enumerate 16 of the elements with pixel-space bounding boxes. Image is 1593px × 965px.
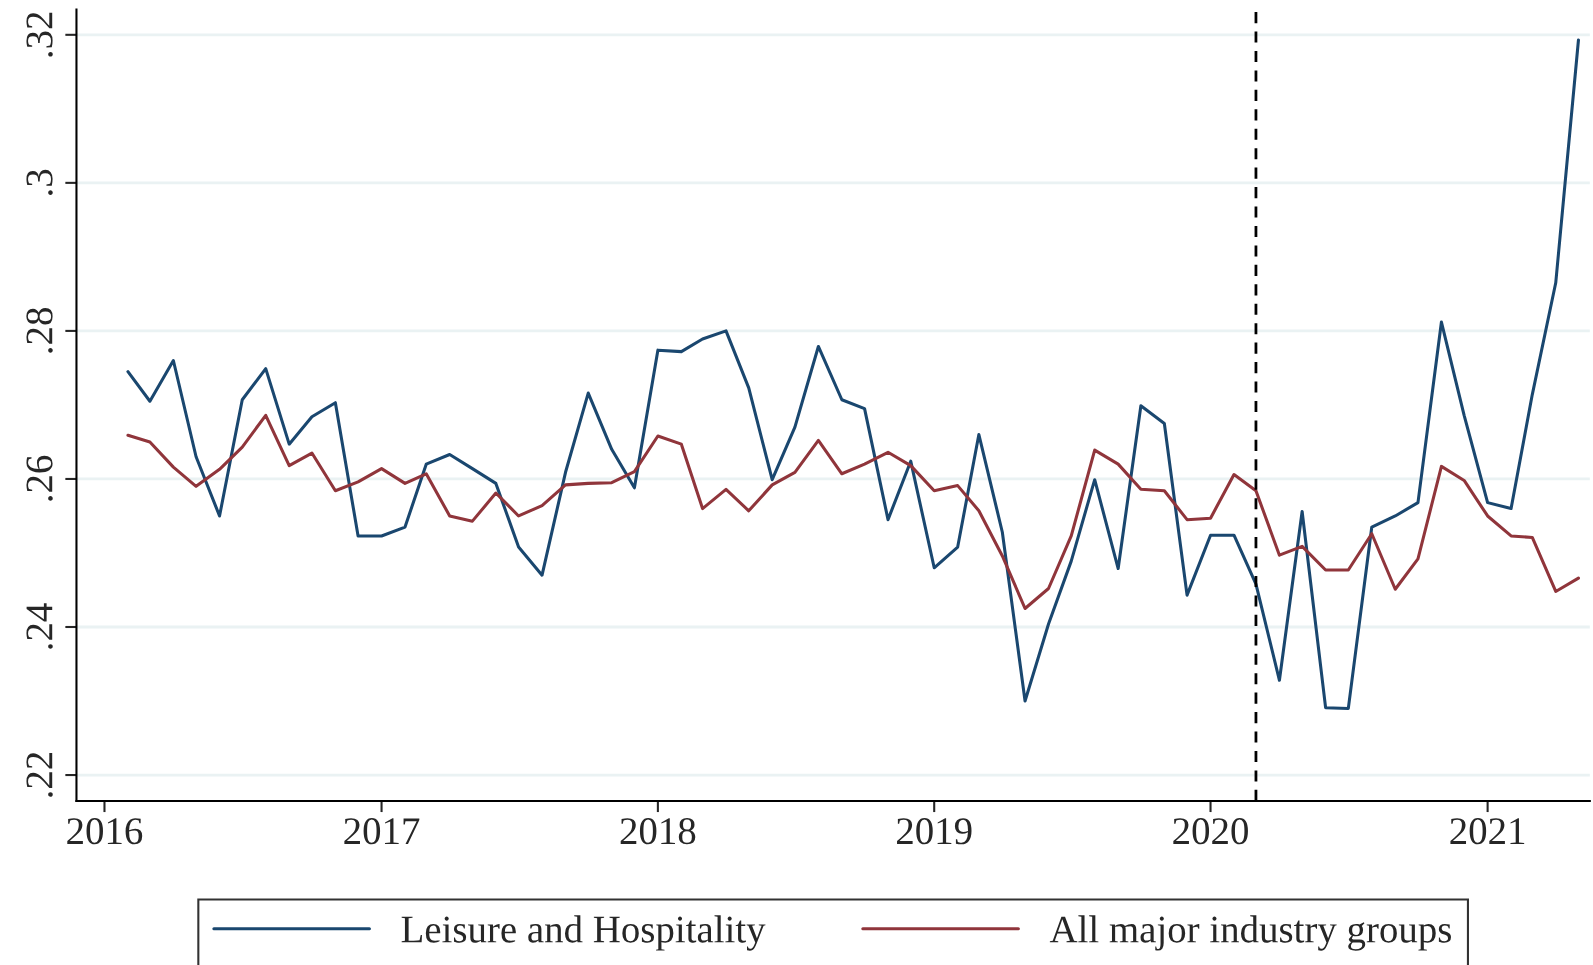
y-tick-label: .28 [26,308,53,353]
legend-label: Leisure and Hospitality [401,915,766,951]
x-tick-label: 2021 [1450,818,1525,845]
line-series [126,38,1580,710]
y-tick-label: .32 [26,12,53,57]
y-tick-label: .3 [26,169,53,195]
x-tick-label: 2019 [897,818,972,845]
x-tick-label: 2020 [1173,818,1248,845]
x-tick-label: 2018 [620,818,696,845]
legend-label: All major industry groups [1049,915,1451,951]
x-tick-label: 2016 [67,818,143,845]
y-tick-label: .26 [26,455,53,501]
x-tick-label: 2017 [344,818,420,845]
y-tick-label: .24 [26,603,53,649]
y-tick-label: .22 [26,752,53,797]
line-series [126,413,1580,611]
